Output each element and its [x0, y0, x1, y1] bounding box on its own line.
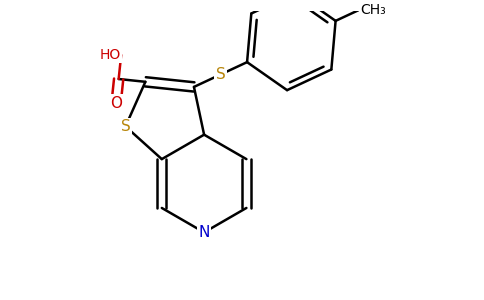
Text: N: N [198, 225, 210, 240]
Text: O: O [110, 95, 122, 110]
Text: HO: HO [100, 48, 121, 62]
Text: CH₃: CH₃ [360, 2, 386, 16]
Text: S: S [121, 119, 130, 134]
Text: S: S [216, 67, 226, 82]
